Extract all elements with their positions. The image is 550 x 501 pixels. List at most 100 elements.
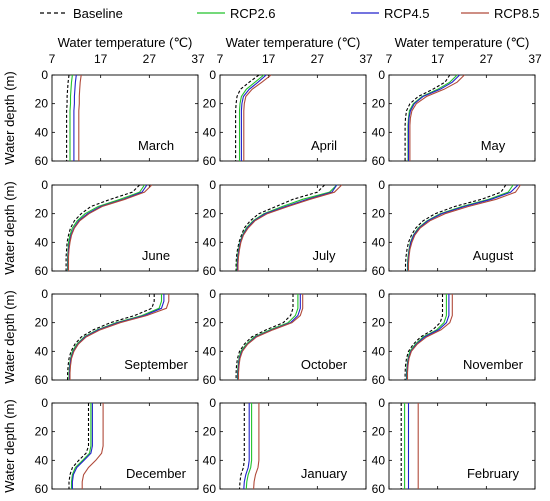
series-line-rcp8-5	[409, 74, 465, 161]
y-tick-label: 40	[203, 125, 217, 139]
series-line-baseline	[68, 403, 90, 489]
y-tick-label: 0	[378, 396, 385, 410]
panel-march: 7 17 27 37 0 20 40 60 March	[35, 52, 205, 168]
y-tick-label: 0	[378, 287, 385, 301]
y-tick-label: 40	[372, 125, 386, 139]
x-tick-label: 37	[528, 52, 542, 66]
legend-label-rcp8-5: RCP8.5	[494, 6, 540, 21]
series-line-rcp8-5	[81, 403, 104, 489]
panel-frame	[51, 74, 199, 162]
panel-september: 0 20 40 60 September	[35, 287, 199, 387]
y-tick-label: 60	[203, 154, 217, 168]
series-line-rcp8-5	[67, 184, 153, 271]
x-axis-title: Water temperature (℃)	[395, 35, 530, 50]
x-tick-label: 37	[359, 52, 373, 66]
panel-grid: 7 17 27 37 0 20 40 60 March 7 17 27 37 0 20 40 60 April 7 1…	[2, 35, 542, 496]
series-line-baseline	[404, 184, 507, 271]
series-line-baseline	[404, 294, 444, 380]
panel-january: 0 20 40 60 January	[203, 396, 367, 496]
series-line-rcp2-6	[407, 74, 458, 161]
panel-frame	[388, 74, 536, 162]
y-tick-label: 0	[209, 287, 216, 301]
series-line-baseline	[235, 294, 294, 380]
y-tick-label: 60	[203, 264, 217, 278]
y-axis-title: Water depth (m)	[2, 399, 17, 492]
series-line-rcp2-6	[238, 74, 265, 161]
y-tick-label: 20	[203, 97, 217, 111]
month-label: November	[463, 357, 524, 372]
series-line-baseline	[67, 294, 155, 380]
panel-april: 7 17 27 37 0 20 40 60 April	[203, 52, 373, 168]
series-line-rcp4-5	[73, 74, 77, 161]
x-axis-title: Water temperature (℃)	[226, 35, 361, 50]
panel-frame	[219, 74, 367, 162]
y-tick-label: 60	[203, 373, 217, 387]
x-tick-label: 17	[262, 52, 276, 66]
y-tick-label: 20	[372, 97, 386, 111]
month-label: July	[312, 248, 336, 263]
y-tick-label: 0	[41, 178, 48, 192]
y-tick-label: 20	[203, 425, 217, 439]
series-line-rcp8-5	[243, 74, 272, 161]
panel-frame	[51, 293, 199, 381]
legend-label-rcp4-5: RCP4.5	[384, 6, 430, 21]
panel-frame	[388, 293, 536, 381]
y-tick-label: 20	[372, 316, 386, 330]
x-tick-label: 7	[49, 52, 56, 66]
y-tick-label: 20	[35, 425, 49, 439]
series-line-rcp8-5	[407, 184, 521, 271]
y-tick-label: 60	[372, 373, 386, 387]
y-tick-label: 60	[35, 154, 49, 168]
series-line-baseline	[404, 74, 451, 161]
panel-frame	[51, 402, 199, 490]
series-line-rcp2-6	[70, 403, 92, 489]
panel-frame	[388, 184, 536, 272]
y-tick-label: 40	[372, 235, 386, 249]
series-line-baseline	[235, 184, 325, 271]
series-line-rcp2-6	[69, 74, 73, 161]
y-tick-label: 40	[35, 235, 49, 249]
series-line-rcp2-6	[245, 403, 253, 490]
y-tick-label: 0	[209, 68, 216, 82]
series-line-rcp8-5	[253, 403, 260, 490]
series-line-rcp4-5	[240, 74, 267, 161]
x-tick-label: 7	[386, 52, 393, 66]
y-tick-label: 40	[203, 344, 217, 358]
y-tick-label: 20	[35, 97, 49, 111]
panel-december: 0 20 40 60 December	[35, 396, 199, 496]
y-tick-label: 40	[372, 453, 386, 467]
series-line-rcp4-5	[243, 403, 250, 490]
y-tick-label: 60	[35, 264, 49, 278]
month-label: August	[473, 248, 514, 263]
panel-frame	[388, 402, 536, 490]
series-line-baseline	[235, 74, 260, 161]
y-tick-label: 40	[203, 235, 217, 249]
y-tick-label: 60	[372, 154, 386, 168]
y-tick-label: 0	[209, 178, 216, 192]
y-tick-label: 0	[41, 396, 48, 410]
y-tick-label: 20	[35, 207, 49, 221]
series-line-rcp8-5	[237, 294, 304, 380]
y-tick-label: 40	[35, 453, 49, 467]
y-tick-label: 40	[35, 344, 49, 358]
y-tick-label: 20	[203, 316, 217, 330]
y-tick-label: 20	[203, 207, 217, 221]
legend-label-rcp2-6: RCP2.6	[230, 6, 276, 21]
x-tick-label: 17	[431, 52, 445, 66]
series-line-rcp4-5	[67, 184, 148, 271]
panel-frame	[219, 184, 367, 272]
series-line-rcp8-5	[69, 294, 170, 380]
month-label: March	[138, 138, 174, 153]
y-tick-label: 60	[372, 264, 386, 278]
month-label: April	[311, 138, 337, 153]
y-tick-label: 20	[35, 316, 49, 330]
y-tick-label: 60	[35, 373, 49, 387]
month-label: December	[126, 466, 187, 481]
series-line-rcp4-5	[71, 403, 93, 489]
x-tick-label: 17	[94, 52, 108, 66]
y-tick-label: 0	[378, 178, 385, 192]
series-line-baseline	[238, 403, 245, 490]
y-tick-label: 20	[372, 425, 386, 439]
panel-november: 0 20 40 60 November	[372, 287, 536, 387]
y-tick-label: 20	[372, 207, 386, 221]
